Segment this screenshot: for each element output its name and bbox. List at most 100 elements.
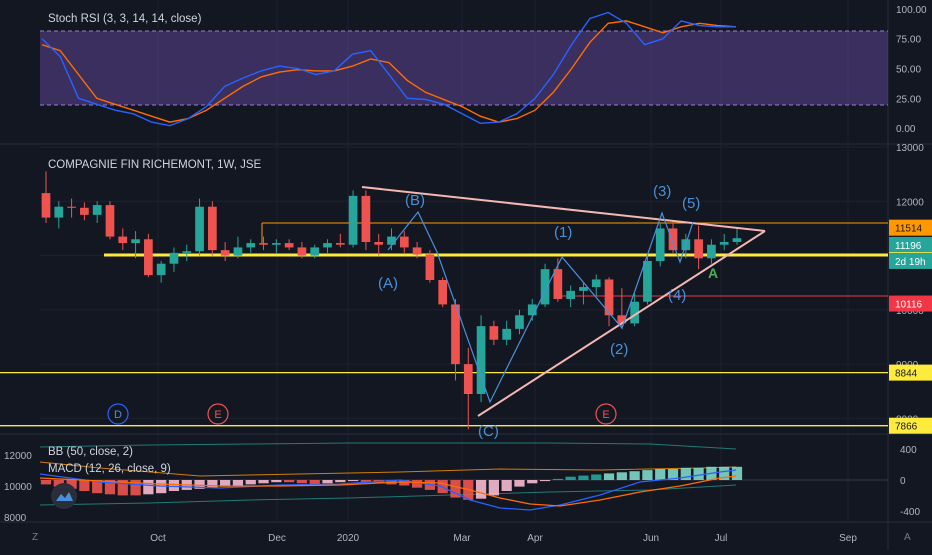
wave-label-a-paren: (A) — [378, 275, 398, 292]
time-axis-label: Mar — [453, 533, 471, 544]
macd-hist-bar — [719, 466, 730, 480]
candle-body — [182, 251, 192, 253]
macd-hist-bar — [66, 480, 77, 489]
macd-hist-bar — [411, 480, 423, 488]
candle-body — [489, 326, 499, 340]
corner-right-a[interactable]: A — [904, 532, 911, 543]
candle-body — [144, 239, 153, 276]
candle-body — [297, 247, 307, 256]
candle-body — [208, 206, 217, 251]
candle-body — [399, 236, 409, 248]
stoch-band — [40, 31, 888, 105]
macd-axis-label: 0 — [900, 476, 906, 487]
macd-hist-bar — [360, 480, 372, 483]
macd-hist-bar — [616, 472, 627, 480]
event-marker-dividend[interactable] — [107, 403, 129, 425]
stoch-axis-label: 50.00 — [896, 65, 921, 76]
macd-line — [39, 469, 737, 511]
countdown-label: 2d 19h — [895, 257, 926, 268]
candle-body — [361, 195, 371, 242]
price-badge-label: 8844 — [895, 369, 918, 380]
event-markers: D E E — [107, 403, 617, 425]
tradingview-logo-button[interactable] — [51, 483, 77, 509]
candle-body — [374, 242, 384, 245]
event-marker-earnings-2[interactable] — [595, 403, 617, 425]
macd-hist-bar — [117, 480, 128, 496]
candle-body — [105, 205, 115, 237]
macd-hist-bar — [104, 480, 116, 495]
macd-axis-label: 400 — [900, 445, 917, 456]
macd-hist-bar — [667, 469, 679, 480]
stoch-d-line — [41, 20, 737, 123]
macd-hist-bar — [168, 480, 180, 491]
macd-hist-bar — [284, 480, 295, 483]
candle-body — [323, 243, 332, 248]
bb-basis — [39, 461, 737, 477]
macd-axis: -400 0 400 — [900, 445, 920, 518]
wave-label-a: A — [708, 265, 718, 281]
macd-hist-bar — [578, 475, 589, 480]
stoch-axis-label: 25.00 — [896, 94, 921, 105]
corner-left-z[interactable]: Z — [32, 532, 39, 543]
stoch-axis: 0.00 25.00 50.00 75.00 100.00 — [896, 5, 927, 135]
price-pane: (A) (B) (C) (1) (2) (3) (4) (5) A D E E … — [0, 143, 932, 440]
macd-hist-bar — [220, 480, 231, 487]
candle-body — [284, 243, 294, 248]
macd-hist-bar — [539, 480, 551, 482]
stoch-title: Stoch RSI (3, 3, 14, 14, close) — [48, 13, 202, 25]
macd-hist-bar — [322, 480, 333, 484]
price-badge-label: 11514 — [895, 224, 923, 235]
macd-hist-bar — [450, 480, 461, 498]
candle-body — [553, 269, 563, 299]
candle-body — [195, 206, 204, 252]
stoch-axis-label: 0.00 — [896, 124, 916, 135]
candle-body — [668, 228, 678, 251]
macd-hist-bar — [194, 480, 205, 489]
wave-label-3: (3) — [653, 183, 671, 200]
candle-body — [630, 301, 639, 324]
price-badge — [889, 295, 932, 312]
candle-body — [220, 250, 230, 256]
candle-body — [41, 193, 51, 218]
macd-hist-bar — [53, 480, 64, 487]
macd-hist-bar — [501, 480, 512, 491]
time-axis-label: 2020 — [337, 533, 360, 544]
candle-body — [732, 238, 742, 242]
wave-label-4: (4) — [668, 287, 686, 304]
price-badge — [889, 364, 932, 381]
candle-body — [527, 304, 537, 316]
macd-hist-bar — [552, 478, 563, 480]
time-axis-label: Apr — [527, 533, 543, 544]
candle-body — [233, 247, 243, 256]
price-badge-label: 10116 — [895, 300, 923, 311]
candle-body — [451, 304, 460, 365]
price-badge-label: 7866 — [895, 422, 918, 433]
bb-axis-label: 12000 — [4, 451, 32, 462]
macd-hist-bar — [731, 466, 743, 480]
macd-axis-label: -400 — [900, 507, 920, 518]
cloud-logo-icon — [56, 492, 73, 501]
price-badge — [889, 219, 932, 236]
countdown-badge — [889, 252, 932, 269]
event-marker-earnings-1[interactable] — [207, 403, 229, 425]
wave-label-2: (2) — [610, 341, 628, 358]
macd-hist-bar — [693, 467, 704, 480]
bb-axis-label: 10000 — [4, 482, 32, 493]
macd-hist-bar — [130, 480, 141, 496]
macd-hist-bar — [207, 480, 218, 488]
candle-body — [463, 364, 473, 394]
upper-trendline — [361, 186, 766, 232]
candle-body — [156, 263, 166, 276]
macd-hist-bar — [475, 480, 487, 499]
macd-hist-bar — [565, 476, 576, 480]
main-title: COMPAGNIE FIN RICHEMONT, 1W, JSE — [48, 159, 262, 171]
stoch-axis-label: 100.00 — [896, 5, 927, 16]
event-marker-dividend-label: D — [114, 409, 122, 421]
macd-hist-bar — [258, 480, 269, 484]
time-axis-label: Sep — [839, 533, 857, 544]
wave-label-c-paren: (C) — [478, 423, 499, 440]
candle-body — [348, 195, 358, 245]
event-marker-earnings-2-label: E — [602, 409, 609, 421]
candle-body — [540, 269, 550, 305]
